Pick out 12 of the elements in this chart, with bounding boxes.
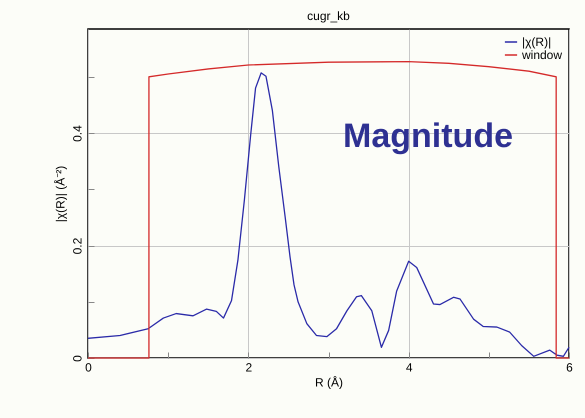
y-tick-label: 0 xyxy=(70,354,84,362)
y-tick-label: 0.4 xyxy=(70,124,84,142)
x-tick-label: 2 xyxy=(245,360,252,374)
chart-title: cugr_kb xyxy=(307,9,350,23)
legend-label: window xyxy=(521,48,562,62)
y-axis-title: |χ(R)| (Å⁻²) xyxy=(54,166,68,222)
annotation: Magnitude xyxy=(343,117,513,155)
x-tick-label: 4 xyxy=(406,360,413,374)
legend-label: |χ(R)| xyxy=(522,35,552,49)
y-tick-label: 0.2 xyxy=(70,237,84,254)
x-tick-label: 6 xyxy=(566,360,574,374)
x-axis-title: R (Å) xyxy=(315,376,343,390)
